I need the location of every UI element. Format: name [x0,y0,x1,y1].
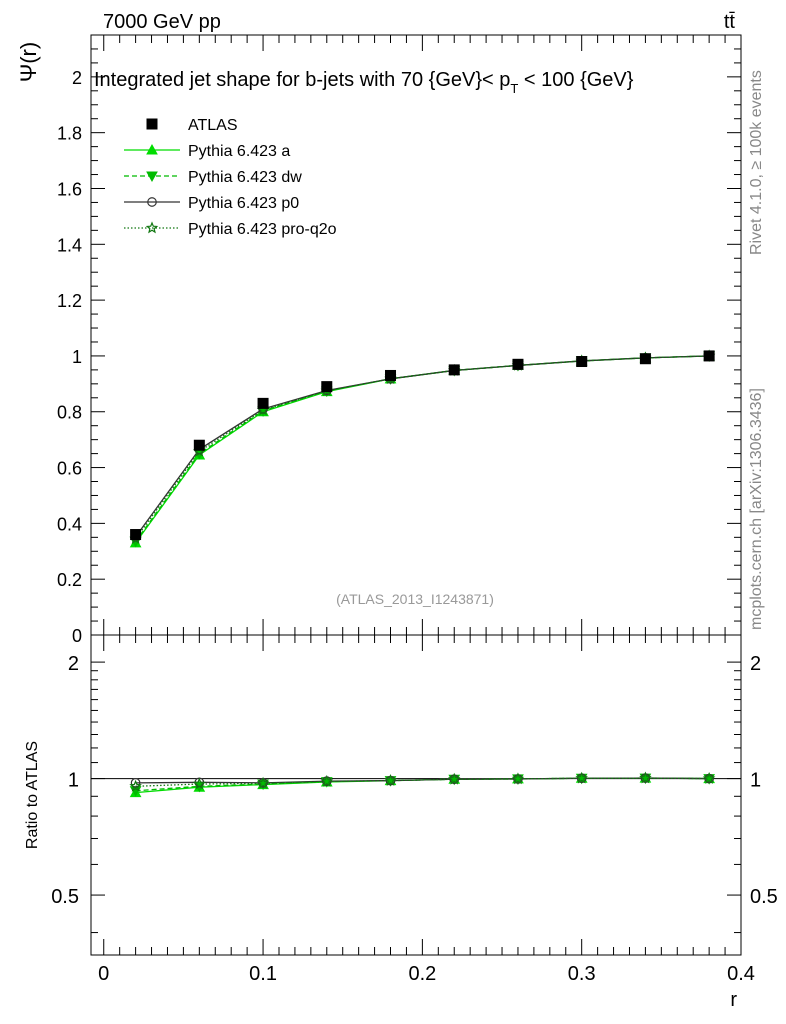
legend-marker [146,118,158,130]
main-ytick-label: 1.6 [57,179,82,199]
ratio-series-line-3 [135,777,710,787]
ratio-series-point-3 [193,777,206,790]
ratio-ytick-label: 1 [68,770,79,792]
ratio-series-point-2 [130,777,141,788]
atlas-data-point [257,397,269,409]
xtick-label: 0.3 [568,963,596,985]
process-label: tt̄ [724,11,736,33]
legend-marker [146,143,158,155]
main-ytick-label: 0.6 [57,459,82,479]
main-ytick-label: 0 [72,626,82,646]
ratio-ytick-label-right: 0.5 [750,886,778,908]
main-axis-ticks: 0 0.2 0.4 0.6 0.8 1 1.2 1.4 1.6 1.8 2 [57,34,742,646]
main-ylabel: Ψ(r) [16,42,41,82]
ratio-series-point-3 [384,774,397,786]
main-ytick-label: 1.8 [57,124,82,144]
title-tail-part: < 100 {GeV} [518,69,633,91]
ratio-plot-panel: 0.5 0.5 1 1 2 2 0 0.1 0.2 0.3 0.4 Ratio to ATLAS r [24,634,778,1011]
atlas-data-point [448,364,460,376]
main-series-line-3 [135,355,710,540]
main-ytick-label: 1.4 [57,235,82,255]
main-ytick-label: 1.2 [57,291,82,311]
ratio-series-point-3 [511,772,525,785]
ratio-series-lines [135,777,710,794]
legend-label: Pythia 6.423 dw [188,169,302,186]
ratio-series-point-3 [256,776,270,789]
xtick-label: 0.4 [727,963,755,985]
legend-label: ATLAS [188,117,238,134]
main-ytick-label: 0.4 [57,514,82,534]
legend-label: Pythia 6.423 a [188,143,290,160]
xtick-label: 0.1 [249,963,277,985]
ratio-plot-frame [90,634,742,956]
energy-label: 7000 GeV pp [103,11,221,33]
legend: ATLAS Pythia 6.423 a Pythia 6.423 dw Pythia… [124,117,337,238]
ratio-ytick-label: 0.5 [51,886,79,908]
legend-marker [147,197,157,207]
atlas-data-point [512,358,524,370]
ratio-series-point-3 [575,771,588,784]
atlas-data-point [385,369,397,381]
ratio-ylabel: Ratio to ATLAS [24,741,41,849]
main-series-lines [135,355,710,544]
main-series-line-2 [135,355,710,538]
main-ytick-label: 0.8 [57,403,82,423]
main-ytick-label: 2 [72,68,82,88]
rivet-version-label: Rivet 4.1.0, ≥ 100k events [748,70,765,255]
main-ytick-label: 0.2 [57,570,82,590]
ratio-series-line-2 [135,777,710,784]
atlas-data-point [703,350,715,362]
main-series-line-1 [135,355,710,542]
title-main-part: Integrated jet shape for b-jets with 70 … [94,69,510,91]
atlas-data-point [321,381,333,393]
atlas-data-point [576,356,588,368]
atlas-data-points [130,350,715,541]
main-plot-panel: 0 0.2 0.4 0.6 0.8 1 1.2 1.4 1.6 1.8 2 (ATLAS_2013_… [16,34,742,646]
ratio-ytick-label-right: 2 [750,653,761,675]
ratio-ytick-label: 2 [68,653,79,675]
ratio-series-point-3 [639,771,652,784]
xtick-label: 0 [98,963,109,985]
legend-label: Pythia 6.423 p0 [188,195,299,212]
legend-label: Pythia 6.423 pro-q2o [188,221,337,238]
main-watermark: (ATLAS_2013_I1243871) [336,591,494,607]
main-ytick-label: 1 [72,347,82,367]
legend-marker [146,171,158,183]
ratio-ytick-label-right: 1 [750,770,761,792]
ratio-axis-ticks: 0.5 0.5 1 1 2 2 0 0.1 0.2 0.3 0.4 [51,635,778,985]
atlas-data-point [130,529,142,541]
ratio-series-point-3 [447,772,461,785]
ratio-series-point-3 [129,779,142,792]
atlas-data-point [639,353,651,365]
atlas-data-point [193,439,205,451]
ratio-series-point-3 [702,772,716,784]
main-plot-title: Integrated jet shape for b-jets with 70 … [94,69,634,96]
legend-marker [145,221,159,234]
source-label: mcplots.cern.ch [arXiv:1306.3436] [748,388,765,630]
ratio-xlabel: r [730,989,737,1011]
xtick-label: 0.2 [408,963,436,985]
main-series-line-0 [135,355,710,544]
main-series-markers [129,349,716,548]
ratio-series-point-3 [320,774,334,787]
title-subscript: T [510,81,518,96]
ratio-series-markers [129,771,716,798]
